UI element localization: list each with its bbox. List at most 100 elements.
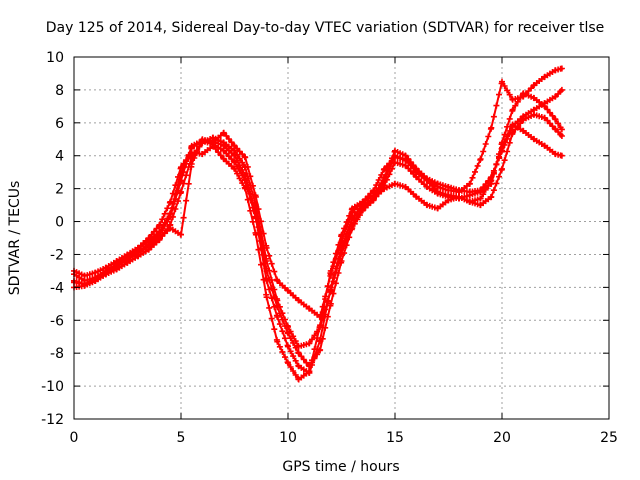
data-point [317, 346, 324, 353]
data-point [493, 102, 500, 109]
data-point [255, 246, 262, 253]
data-point [290, 353, 297, 360]
data-point [493, 161, 500, 167]
data-point [180, 214, 187, 221]
data-point [268, 315, 275, 322]
data-point [482, 141, 489, 147]
data-point [274, 338, 281, 345]
y-tick-label: 4 [55, 149, 64, 165]
data-point [164, 215, 171, 222]
data-point [239, 180, 246, 187]
data-point [314, 328, 321, 335]
data-point [381, 177, 388, 184]
y-tick-label: -4 [50, 280, 64, 296]
data-point [228, 139, 235, 146]
data-point [504, 148, 511, 155]
data-point [292, 344, 299, 351]
data-point [249, 218, 256, 225]
data-point [223, 132, 230, 139]
data-point [324, 283, 331, 290]
data-point [501, 83, 508, 89]
data-point [231, 152, 238, 159]
data-point [306, 340, 313, 347]
data-point [549, 112, 556, 119]
data-point [185, 180, 192, 187]
data-point [354, 216, 361, 223]
data-point [236, 162, 243, 169]
data-point [490, 113, 497, 120]
data-point [309, 359, 315, 366]
plot-frame [73, 56, 610, 420]
data-point [231, 165, 238, 172]
data-point [509, 106, 516, 113]
data-point [311, 355, 318, 362]
x-tick-labels: 0 5 10 15 20 25 [70, 430, 618, 446]
data-point [276, 310, 283, 317]
data-point [504, 123, 511, 130]
data-point [266, 276, 273, 283]
data-point [349, 225, 356, 232]
data-point [279, 348, 286, 355]
data-point [303, 359, 310, 366]
data-point [242, 172, 249, 179]
data-point [488, 124, 495, 131]
data-point [493, 180, 500, 187]
data-point [244, 181, 251, 188]
data-point [285, 343, 291, 350]
data-point [506, 115, 513, 122]
data-point [558, 126, 565, 133]
data-point [332, 280, 339, 287]
data-point [343, 242, 350, 249]
data-point [276, 343, 283, 350]
data-point [389, 159, 395, 166]
data-point [225, 136, 232, 142]
y-tick-label: -6 [50, 313, 64, 329]
data-point [555, 120, 562, 127]
x-tick-label: 15 [386, 430, 404, 446]
y-tick-label: -10 [41, 379, 64, 395]
data-point [370, 192, 377, 199]
data-point [552, 116, 559, 123]
series-line [73, 67, 563, 318]
data-point [167, 210, 174, 217]
data-point [217, 152, 224, 159]
data-point [327, 271, 334, 278]
data-point [322, 293, 329, 300]
data-point [258, 218, 264, 225]
data-point [327, 300, 334, 307]
data-point [252, 231, 259, 238]
data-point [499, 139, 505, 146]
data-point [263, 267, 270, 274]
data-point [469, 174, 476, 181]
y-tick-label: 2 [55, 182, 64, 198]
data-point [282, 354, 288, 361]
data-point [161, 210, 168, 217]
data-point [496, 173, 502, 180]
data-point [472, 168, 478, 175]
series-sat-track-5 [71, 65, 565, 320]
data-point [290, 368, 297, 374]
data-point [175, 198, 181, 205]
data-point [330, 290, 337, 297]
data-point [263, 294, 270, 301]
data-point [242, 185, 249, 192]
data-point [183, 158, 190, 165]
data-point [234, 170, 241, 177]
data-point [260, 230, 267, 237]
data-point [183, 197, 190, 204]
data-point [375, 185, 382, 192]
data-point [268, 260, 275, 267]
y-axis-label: SDTVAR / TECUs [7, 181, 23, 296]
axis-ticks [73, 56, 610, 420]
data-point [332, 255, 339, 262]
data-point [351, 220, 358, 227]
data-point [490, 170, 497, 177]
data-point [375, 177, 382, 183]
data-point [499, 165, 505, 172]
x-tick-label: 10 [279, 430, 297, 446]
data-point [466, 180, 473, 187]
data-point [236, 175, 243, 182]
data-point [341, 250, 348, 257]
data-point [314, 351, 321, 358]
